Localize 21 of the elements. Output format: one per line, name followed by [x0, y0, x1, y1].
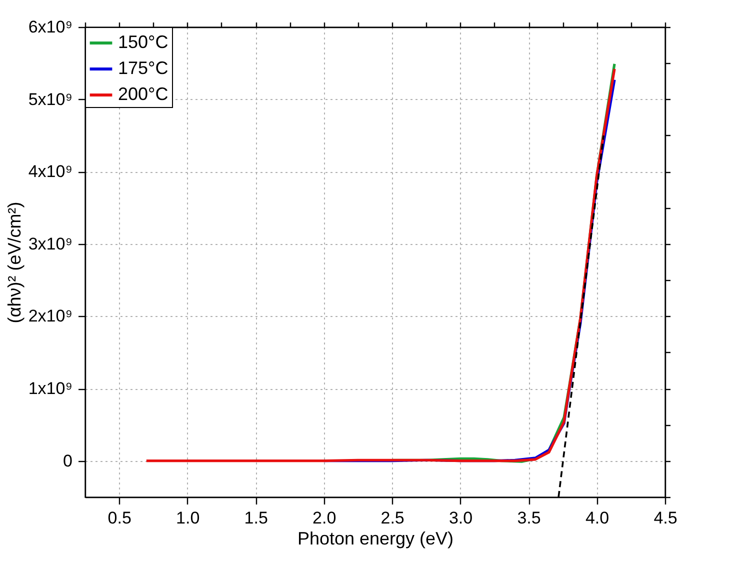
legend-label: 175°C	[118, 58, 168, 78]
legend-label: 200°C	[118, 84, 168, 104]
x-tick-label: 4.5	[654, 508, 678, 528]
x-tick-label: 1.5	[244, 508, 268, 528]
x-tick-label: 3.0	[448, 508, 473, 528]
y-tick-label: 2x10⁹	[28, 306, 72, 326]
x-tick-label: 2.5	[380, 508, 404, 528]
y-tick-label: 4x10⁹	[28, 162, 72, 182]
x-tick-label: 4.0	[585, 508, 610, 528]
x-tick-label: 2.0	[312, 508, 336, 528]
y-axis-title: (αhν)² (eV/cm²)	[4, 202, 24, 324]
y-tick-label: 3x10⁹	[28, 234, 72, 254]
x-tick-label: 0.5	[108, 508, 132, 528]
y-tick-label: 5x10⁹	[28, 90, 72, 109]
y-tick-label: 6x10⁹	[28, 18, 72, 36]
x-tick-label: 3.5	[517, 508, 541, 528]
y-tick-label: 1x10⁹	[28, 379, 72, 398]
y-tick-label: 0	[63, 451, 72, 470]
x-axis-title: Photon energy (eV)	[297, 528, 454, 548]
x-tick-label: 1.0	[176, 508, 200, 528]
legend-label: 150°C	[118, 32, 168, 52]
